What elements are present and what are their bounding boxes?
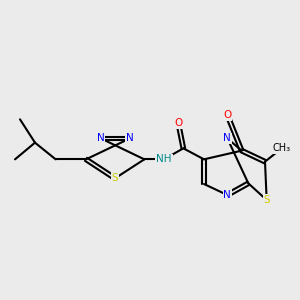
Text: NH: NH (156, 154, 172, 164)
Text: S: S (263, 195, 270, 205)
Text: N: N (224, 133, 231, 143)
Text: O: O (174, 118, 182, 128)
Text: O: O (223, 110, 232, 120)
Text: CH₃: CH₃ (273, 143, 291, 153)
Text: N: N (97, 133, 104, 143)
Text: N: N (126, 133, 134, 143)
Text: S: S (112, 173, 118, 183)
Text: N: N (224, 190, 231, 200)
